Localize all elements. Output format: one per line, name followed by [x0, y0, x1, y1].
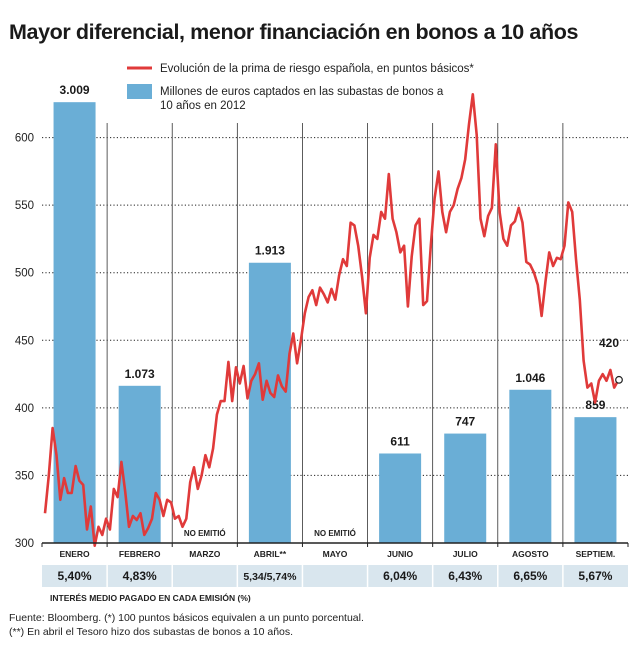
- line-end-label: 420: [599, 336, 619, 350]
- bar-label-no-issue: NO EMITIÓ: [314, 529, 356, 538]
- bar-value-label: 747: [455, 415, 475, 429]
- rate-band: 5,40% 4,83% 5,34/5,74% 6,04% 6,43% 6,65% 5,67%: [42, 565, 628, 587]
- category-label: JULIO: [453, 549, 478, 559]
- bar: [444, 433, 487, 543]
- legend-line-label: Evolución de la prima de riesgo española…: [160, 63, 474, 75]
- bar-value-label: 1.046: [515, 371, 545, 385]
- rate-band-bg: [42, 565, 628, 587]
- bar-value-label: 1.913: [255, 244, 285, 258]
- y-axis-ticks: 300 350 400 450 500 550 600: [15, 133, 34, 550]
- bars: [53, 102, 617, 543]
- y-tick-label: 500: [15, 268, 34, 280]
- footer: Fuente: Bloomberg. (*) 100 puntos básico…: [9, 611, 364, 639]
- bar: [118, 385, 161, 543]
- rate-value: 5,67%: [578, 569, 612, 583]
- category-label: MAYO: [323, 549, 348, 559]
- bar-value-label: 611: [390, 434, 410, 448]
- category-label: MARZO: [189, 549, 221, 559]
- y-tick-label: 550: [15, 200, 34, 212]
- bar: [248, 262, 291, 543]
- category-label: FEBRERO: [119, 549, 161, 559]
- bar-label-no-issue: NO EMITIÓ: [184, 529, 226, 538]
- y-tick-label: 300: [15, 538, 34, 550]
- bar: [574, 417, 617, 543]
- rate-value: 6,43%: [448, 569, 482, 583]
- line-end-marker: [615, 375, 623, 384]
- category-label: AGOSTO: [512, 549, 549, 559]
- legend-bar-label-1: Millones de euros captados en las subast…: [160, 86, 444, 98]
- legend-bar-label-2: 10 años en 2012: [160, 100, 246, 112]
- chart-title: Mayor diferencial, menor financiación en…: [9, 20, 579, 44]
- category-label: SEPTIEM.: [576, 549, 616, 559]
- bar: [379, 453, 422, 543]
- bar-value-label: 3.009: [60, 83, 90, 97]
- footer-note: (**) En abril el Tesoro hizo dos subasta…: [9, 626, 294, 638]
- rate-value: 4,83%: [123, 569, 157, 583]
- x-axis: [41, 542, 629, 547]
- bar: [509, 389, 552, 543]
- category-label: JUNIO: [387, 549, 413, 559]
- bottom-caption: INTERÉS MEDIO PAGADO EN CADA EMISIÓN (%): [50, 592, 251, 603]
- category-labels: ENERO FEBRERO MARZO ABRIL** MAYO JUNIO JULIO AG…: [59, 549, 615, 559]
- y-tick-label: 600: [15, 133, 34, 145]
- line-layer: 420: [43, 93, 623, 547]
- category-label: ENERO: [59, 549, 90, 559]
- risk-premium-line: [43, 93, 620, 547]
- rate-value: 6,04%: [383, 569, 417, 583]
- legend: Evolución de la prima de riesgo española…: [127, 63, 474, 112]
- footer-source: Fuente: Bloomberg. (*) 100 puntos básico…: [9, 612, 364, 624]
- y-tick-label: 450: [15, 335, 34, 347]
- y-tick-label: 400: [15, 403, 34, 415]
- legend-bar-swatch: [127, 84, 152, 99]
- y-tick-label: 350: [15, 470, 34, 482]
- bar-value-label: 1.073: [125, 367, 155, 381]
- grid: [42, 137, 628, 476]
- rate-value: 6,65%: [513, 569, 547, 583]
- bar-labels: 3.009 1.073 NO EMITIÓ 1.913 NO EMITIÓ 611 747 1…: [60, 83, 606, 538]
- category-label: ABRIL**: [254, 549, 287, 559]
- rate-value: 5,40%: [58, 569, 92, 583]
- rate-value: 5,34/5,74%: [243, 571, 297, 583]
- bar-value-label: 859: [585, 398, 605, 412]
